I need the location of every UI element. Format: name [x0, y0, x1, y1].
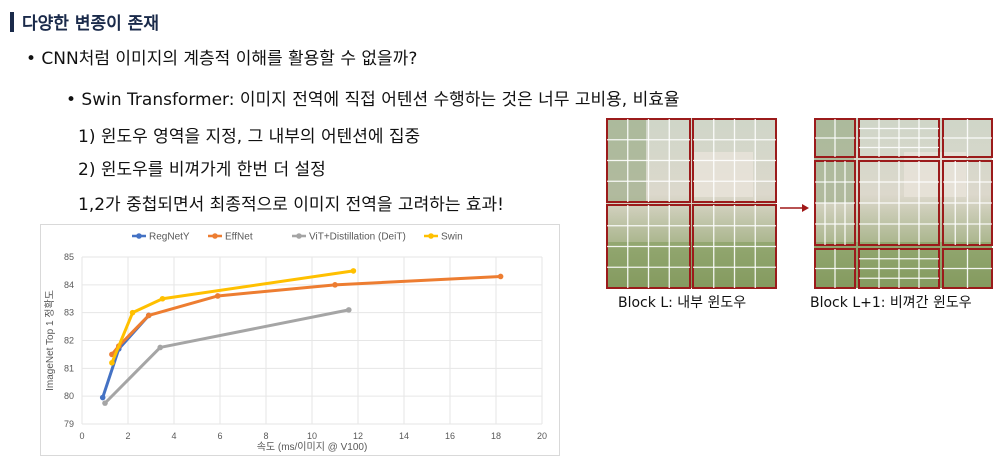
- accuracy-vs-speed-chart: 79 80 81 82 83 84 85 0 2 4 6 8 10 12 14 16 18 20 속도 (ms/이미…: [40, 224, 560, 456]
- y-tick-label: 79: [64, 419, 74, 429]
- legend-marker: [136, 233, 142, 239]
- x-tick-label: 10: [307, 431, 317, 441]
- x-tick-label: 18: [491, 431, 501, 441]
- swin-window-illustration: [606, 118, 993, 289]
- data-point: [109, 359, 115, 366]
- data-point: [350, 268, 357, 274]
- item-window-attention: 1) 윈도우 영역을 지정, 그 내부의 어텐션에 집중: [78, 127, 421, 147]
- legend-label: ViT+Distillation (DeiT): [309, 232, 406, 243]
- block-l1-window-grid: [814, 118, 993, 289]
- y-axis-label: ImageNet Top 1 정확도: [44, 290, 56, 391]
- caption-block-l: Block L: 내부 윈도우: [618, 295, 747, 311]
- data-point: [346, 307, 352, 313]
- x-tick-label: 4: [171, 431, 176, 441]
- x-tick-label: 16: [445, 431, 455, 441]
- bullet-swin: • Swin Transformer: 이미지 전역에 직접 어텐션 수행하는 …: [66, 85, 680, 110]
- swin-term: • Swin Transformer: [66, 90, 229, 110]
- chart-grid: [40, 224, 560, 456]
- x-tick-label: 6: [217, 431, 222, 441]
- data-point: [129, 309, 136, 316]
- x-tick-label: 20: [537, 431, 547, 441]
- item-shifted-window: 2) 윈도우를 비껴가게 한번 더 설정: [78, 160, 326, 180]
- y-tick-label: 81: [64, 363, 74, 373]
- swin-description: : 이미지 전역에 직접 어텐션 수행하는 것은 너무 고비용, 비효율: [228, 90, 680, 110]
- x-axis-label: 속도 (ms/이미지 @ V100): [257, 441, 368, 453]
- chart-legend: RegNetY EffNet ViT+Distillation (DeiT) Swin: [132, 232, 463, 243]
- item-global-effect: 1,2가 중첩되면서 최종적으로 이미지 전역을 고려하는 효과!: [78, 195, 504, 215]
- data-point: [102, 400, 108, 406]
- block-l-window-grid: [606, 118, 777, 289]
- data-point: [214, 293, 221, 299]
- y-tick-label: 82: [64, 336, 74, 346]
- legend-marker: [428, 233, 434, 239]
- series-line-1: [110, 274, 501, 356]
- data-point: [145, 312, 152, 319]
- data-point: [332, 282, 338, 288]
- caption-block-l1: Block L+1: 비껴간 윈도우: [810, 295, 972, 311]
- y-tick-label: 80: [64, 391, 74, 401]
- x-tick-label: 14: [399, 431, 409, 441]
- slide-title: 다양한 변종이 존재: [22, 14, 159, 34]
- transition-arrow-icon: [780, 204, 809, 212]
- data-point: [497, 273, 504, 280]
- data-point: [159, 295, 166, 302]
- chart-series: [99, 268, 504, 406]
- x-tick-label: 2: [125, 431, 130, 441]
- data-point: [99, 394, 106, 401]
- data-point: [157, 344, 163, 351]
- title-accent-bar: [10, 12, 14, 32]
- legend-marker: [296, 233, 302, 239]
- chart-frame: [40, 224, 560, 456]
- legend-marker: [212, 233, 218, 239]
- y-tick-label: 85: [64, 252, 74, 262]
- x-tick-label: 8: [263, 431, 268, 441]
- legend-label: EffNet: [225, 232, 253, 243]
- series-line-3: [110, 269, 354, 364]
- legend-label: Swin: [441, 232, 463, 243]
- bullet-cnn-question: • CNN처럼 이미지의 계층적 이해를 활용할 수 없을까?: [26, 49, 418, 69]
- y-tick-label: 83: [64, 308, 74, 318]
- y-tick-label: 84: [64, 280, 74, 290]
- legend-label: RegNetY: [149, 232, 190, 243]
- x-tick-label: 0: [79, 431, 84, 441]
- chart-axes: 79 80 81 82 83 84 85 0 2 4 6 8 10 12 14 16 18 20 속도 (ms/이미…: [44, 252, 547, 453]
- x-tick-label: 12: [353, 431, 363, 441]
